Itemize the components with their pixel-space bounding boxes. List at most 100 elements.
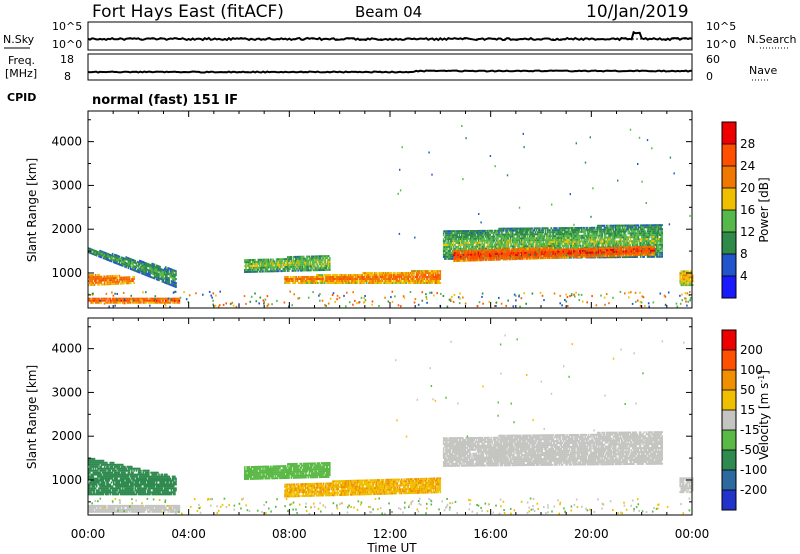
power-echo-cell	[446, 232, 448, 235]
power-echo-cell	[519, 229, 522, 232]
power-echo-cell	[457, 245, 460, 248]
power-echo-cell	[301, 280, 303, 282]
power-echo-cell	[170, 272, 173, 275]
power-echo-cell	[116, 276, 118, 279]
power-echo-cell	[542, 227, 545, 230]
power-echo-cell	[102, 277, 105, 280]
power-echo-cell	[406, 278, 409, 280]
power-echo-cell	[271, 264, 273, 267]
power-echo-cell	[568, 238, 571, 241]
power-echo-cell	[613, 224, 616, 227]
power-echo-cell	[583, 242, 585, 245]
power-echo-cell	[307, 267, 310, 270]
power-echo-cell	[370, 282, 372, 284]
power-echo-cell	[357, 274, 360, 277]
power-echo-cell	[461, 232, 463, 235]
power-echo-cell	[115, 280, 117, 283]
power-echo-cell	[110, 279, 113, 282]
power-echo-cell	[124, 299, 126, 302]
power-echo-cell	[304, 261, 306, 264]
power-echo-cell	[153, 301, 156, 304]
power-echo-cell	[246, 261, 248, 264]
power-echo-cell	[161, 278, 164, 281]
power-echo-cell	[539, 227, 541, 230]
power-echo-cell	[252, 264, 254, 267]
power-echo-cell	[408, 274, 411, 277]
power-echo-cell	[266, 270, 269, 273]
power-echo-cell	[444, 242, 446, 245]
power-echo-cell	[127, 261, 130, 264]
power-echo-cell	[256, 262, 259, 265]
power-echo-cell	[94, 281, 97, 284]
power-echo-cell	[584, 244, 586, 247]
power-echo-cell	[329, 262, 331, 265]
power-echo-cell	[99, 277, 101, 280]
power-echo-cell	[261, 264, 263, 267]
power-echo-cell	[649, 255, 651, 258]
power-echo-cell	[316, 278, 318, 280]
power-echo-cell	[359, 274, 361, 277]
power-echo-cell	[98, 299, 100, 302]
power-echo-cell	[304, 259, 306, 262]
freq-label-top: Freq.	[8, 54, 35, 67]
power-echo-cell	[643, 234, 645, 237]
power-echo-cell	[175, 284, 177, 286]
power-echo-cell	[421, 282, 423, 284]
power-echo-cell	[583, 236, 585, 239]
power-echo-cell	[637, 224, 640, 227]
power-echo-cell	[502, 233, 505, 236]
power-echo-cell	[304, 257, 306, 260]
power-echo-cell	[565, 233, 567, 235]
power-echo-cell	[132, 266, 134, 269]
power-echo-cell	[527, 239, 530, 242]
power-echo-cell	[531, 245, 533, 248]
power-echo-cell	[120, 264, 123, 267]
power-echo-cell	[540, 235, 542, 238]
power-echo-cell	[295, 255, 297, 258]
power-echo-cell	[518, 227, 521, 230]
power-echo-cell	[469, 257, 472, 260]
power-echo-cell	[292, 267, 295, 270]
power-echo-cell	[451, 240, 454, 243]
power-echo-cell	[100, 254, 103, 257]
power-echo-cell	[247, 261, 249, 264]
power-echo-cell	[455, 247, 457, 250]
power-echo-cell	[609, 244, 611, 247]
power-echo-cell	[376, 274, 378, 277]
power-echo-cell	[582, 246, 584, 249]
power-echo-cell	[639, 252, 642, 254]
power-echo-cell	[166, 270, 168, 273]
power-echo-cell	[447, 230, 449, 233]
power-echo-cell	[447, 242, 449, 245]
power-echo-cell	[94, 297, 97, 300]
power-echo-cell	[480, 237, 482, 240]
power-echo-cell	[538, 233, 540, 236]
power-echo-cell	[340, 282, 343, 284]
power-echo-cell	[497, 258, 499, 261]
power-echo-cell	[323, 280, 326, 282]
power-echo-cell	[326, 257, 329, 260]
power-echo-cell	[143, 301, 146, 304]
power-echo-cell	[293, 259, 296, 262]
power-echo-cell	[163, 281, 166, 284]
power-echo-cell	[103, 299, 106, 302]
power-echo-cell	[627, 248, 629, 251]
power-echo-cell	[553, 229, 556, 232]
power-echo-cell	[494, 252, 497, 255]
power-echo-cell	[144, 264, 147, 266]
power-echo-cell	[276, 260, 279, 263]
power-echo-cell	[626, 224, 628, 227]
power-echo-cell	[166, 274, 168, 277]
power-echo-cell	[406, 276, 409, 278]
power-echo-cell	[500, 245, 503, 248]
power-echo-cell	[163, 277, 166, 280]
power-echo-cell	[359, 278, 361, 280]
power-echo-cell	[493, 243, 496, 246]
power-echo-cell	[494, 243, 497, 246]
power-echo-cell	[510, 227, 513, 230]
power-echo-cell	[125, 299, 127, 302]
power-echo-cell	[510, 233, 513, 236]
power-echo-cell	[504, 237, 506, 240]
power-echo-cell	[252, 259, 254, 261]
power-echo-cell	[490, 237, 492, 240]
